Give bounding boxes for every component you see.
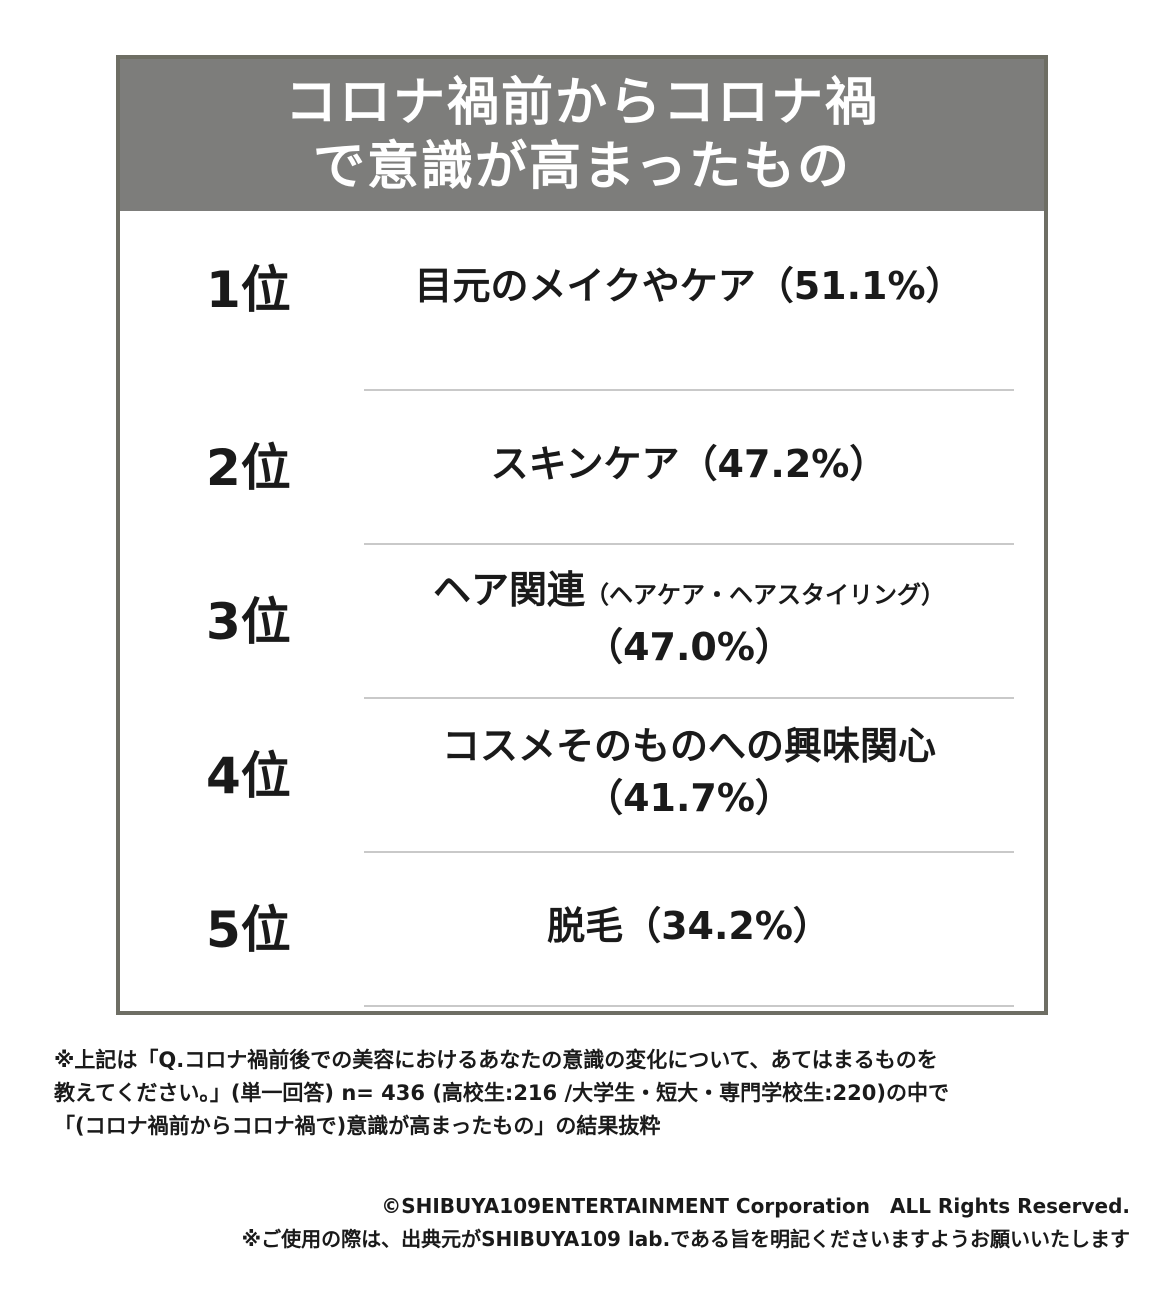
footnote-line-3: 「(コロナ禍前からコロナ禍で)意識が高まったもの」の結果抜粋 xyxy=(54,1114,661,1138)
ranking-row-2: 2位 スキンケア（47.2%） xyxy=(120,389,1044,539)
rank-number: 4位 xyxy=(206,747,291,805)
rank-item-label: 目元のメイクやケア（51.1%） xyxy=(414,264,964,308)
rank-content: 目元のメイクやケア（51.1%） xyxy=(364,211,1014,361)
rank-divider xyxy=(364,389,1014,391)
rank-content: ヘア関連（ヘアケア・ヘアスタイリング） （47.0%） xyxy=(364,543,1014,693)
rank-item-label: コスメそのものへの興味関心 xyxy=(441,724,936,768)
rank-item-percent: （41.7%） xyxy=(585,776,793,820)
rank-divider xyxy=(364,697,1014,699)
copyright-block: ©SHIBUYA109ENTERTAINMENT Corporation ALL… xyxy=(242,1190,1130,1256)
rank-divider xyxy=(364,543,1014,545)
card-header: コロナ禍前からコロナ禍 で意識が高まったもの xyxy=(120,59,1044,211)
ranking-row-4: 4位 コスメそのものへの興味関心 （41.7%） xyxy=(120,697,1044,847)
survey-footnote: ※上記は「Q.コロナ禍前後での美容におけるあなたの意識の変化について、あてはまる… xyxy=(54,1044,1134,1143)
card-title-line-1: コロナ禍前からコロナ禍 xyxy=(284,73,879,133)
ranking-row-3: 3位 ヘア関連（ヘアケア・ヘアスタイリング） （47.0%） xyxy=(120,543,1044,693)
rank-item-label: スキンケア（47.2%） xyxy=(490,442,888,486)
card-title-line-2: で意識が高まったもの xyxy=(313,137,851,197)
rank-content: スキンケア（47.2%） xyxy=(364,389,1014,539)
rank-item-percent: （47.0%） xyxy=(585,624,793,669)
rank-number: 2位 xyxy=(206,439,291,497)
ranking-row-5: 5位 脱毛（34.2%） xyxy=(120,851,1044,1001)
rank-divider xyxy=(364,1005,1014,1007)
ranking-card: コロナ禍前からコロナ禍 で意識が高まったもの 1位 目元のメイクやケア（51.1… xyxy=(116,55,1048,1015)
rank-divider xyxy=(364,851,1014,853)
copyright-line: ©SHIBUYA109ENTERTAINMENT Corporation ALL… xyxy=(381,1194,1130,1218)
rank-number: 1位 xyxy=(206,261,291,319)
rank-item-label: ヘア関連 xyxy=(432,567,585,612)
rank-item-label: 脱毛（34.2%） xyxy=(547,904,831,948)
rank-number: 5位 xyxy=(206,901,291,959)
rank-item-line: ヘア関連（ヘアケア・ヘアスタイリング） xyxy=(433,564,945,621)
ranking-row-1: 1位 目元のメイクやケア（51.1%） xyxy=(120,211,1044,361)
rank-item-sub: （ヘアケア・ヘアスタイリング） xyxy=(585,580,945,609)
rank-content: コスメそのものへの興味関心 （41.7%） xyxy=(364,697,1014,847)
rank-number: 3位 xyxy=(206,593,291,651)
footnote-line-2: 教えてください。」(単一回答) n= 436 (高校生:216 /大学生・短大・… xyxy=(54,1081,949,1105)
rank-content: 脱毛（34.2%） xyxy=(364,851,1014,1001)
footnote-line-1: ※上記は「Q.コロナ禍前後での美容におけるあなたの意識の変化について、あてはまる… xyxy=(54,1048,938,1072)
usage-notice: ※ご使用の際は、出典元がSHIBUYA109 lab.である旨を明記くださいます… xyxy=(241,1227,1130,1251)
